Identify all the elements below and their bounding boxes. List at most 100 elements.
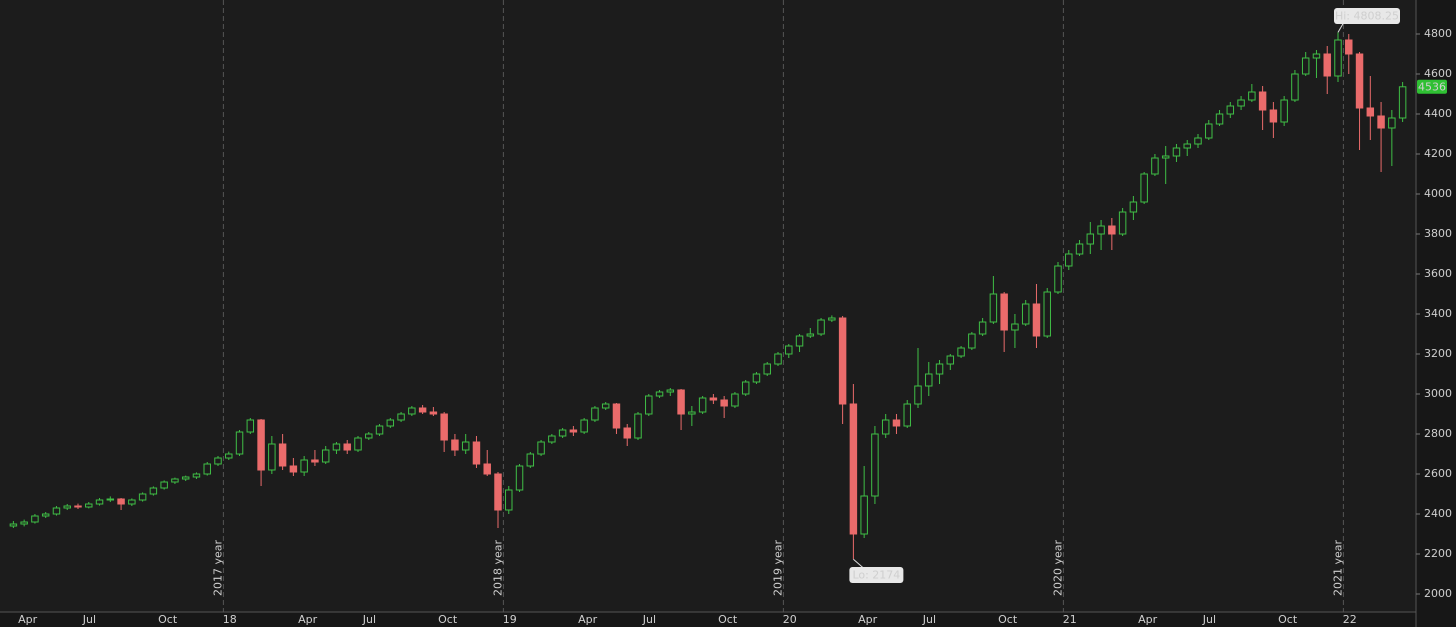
x-tick-label: 20 bbox=[783, 613, 797, 626]
candle bbox=[1215, 110, 1224, 126]
candle bbox=[871, 426, 879, 504]
x-tick-label: Oct bbox=[158, 613, 178, 626]
candle bbox=[214, 456, 222, 466]
candle-body bbox=[429, 411, 438, 415]
candle-body bbox=[655, 391, 664, 397]
y-tick-label: 2800 bbox=[1424, 427, 1452, 440]
candle-body bbox=[1151, 157, 1159, 175]
candle-body bbox=[1377, 115, 1385, 129]
y-tick-label: 2200 bbox=[1424, 547, 1452, 560]
candle bbox=[752, 372, 761, 384]
candle-body bbox=[580, 419, 588, 433]
candle-body bbox=[666, 389, 675, 393]
candle bbox=[914, 348, 922, 408]
candle bbox=[149, 486, 158, 496]
candle-body bbox=[289, 465, 298, 473]
candle-body bbox=[1097, 225, 1105, 235]
candle-body bbox=[128, 499, 136, 505]
candle bbox=[408, 406, 416, 416]
candle bbox=[278, 434, 287, 470]
candle-body bbox=[1183, 143, 1191, 149]
candle bbox=[375, 424, 384, 436]
candle-body bbox=[612, 403, 621, 429]
year-marker-label: 2021 year bbox=[1331, 539, 1344, 596]
candle-body bbox=[935, 363, 944, 375]
candle-body bbox=[978, 321, 987, 335]
candle-body bbox=[795, 335, 804, 347]
candle bbox=[1355, 52, 1364, 150]
candle-body bbox=[537, 441, 545, 455]
candle bbox=[881, 414, 890, 438]
candle bbox=[612, 403, 621, 434]
candle-body bbox=[246, 419, 255, 433]
candle-body bbox=[731, 393, 739, 407]
candle bbox=[537, 440, 545, 456]
x-tick-label: Jul bbox=[82, 613, 96, 626]
candle-body bbox=[1366, 107, 1375, 117]
candle-body bbox=[1226, 105, 1235, 115]
candle-body bbox=[1323, 53, 1331, 77]
candle bbox=[935, 360, 944, 384]
candle-body bbox=[171, 478, 179, 483]
candle bbox=[1043, 288, 1051, 338]
candle bbox=[1237, 96, 1245, 110]
candle-body bbox=[1334, 39, 1342, 77]
candle bbox=[1183, 140, 1191, 156]
candle-body bbox=[181, 476, 190, 480]
candle-body bbox=[838, 317, 847, 405]
candle-body bbox=[483, 463, 491, 475]
candle bbox=[795, 334, 804, 352]
candle bbox=[300, 456, 308, 476]
y-tick-label: 2400 bbox=[1424, 507, 1452, 520]
low-label: Lo: 2174 bbox=[852, 569, 900, 582]
candle-body bbox=[1021, 303, 1030, 325]
candle bbox=[591, 406, 599, 422]
candle-body bbox=[601, 403, 610, 409]
candle bbox=[472, 436, 481, 468]
high-badge bbox=[1334, 8, 1400, 24]
x-tick-label: Apr bbox=[1138, 613, 1158, 626]
candle-body bbox=[1140, 173, 1148, 203]
x-axis-background bbox=[0, 612, 1416, 627]
candle-body bbox=[1301, 57, 1310, 75]
candle bbox=[1194, 134, 1202, 148]
candle-body bbox=[52, 507, 61, 515]
candle-body bbox=[946, 355, 955, 365]
candle bbox=[203, 462, 211, 476]
x-tick-label: Oct bbox=[1278, 613, 1298, 626]
candle bbox=[257, 419, 265, 486]
candle-body bbox=[203, 463, 211, 475]
y-tick-label: 3800 bbox=[1424, 227, 1452, 240]
candle bbox=[483, 450, 491, 476]
candle bbox=[192, 472, 201, 479]
candle bbox=[1301, 52, 1310, 76]
candle-body bbox=[20, 521, 28, 525]
y-tick-label: 4400 bbox=[1424, 107, 1452, 120]
candle-body bbox=[74, 505, 82, 508]
candle bbox=[418, 405, 427, 414]
candle bbox=[1129, 196, 1138, 220]
candle-body bbox=[892, 419, 901, 427]
x-tick-label: Oct bbox=[998, 613, 1018, 626]
candle bbox=[634, 412, 642, 440]
candle bbox=[720, 396, 728, 418]
candle bbox=[505, 486, 513, 514]
candle-body bbox=[41, 513, 50, 517]
candle bbox=[1086, 222, 1095, 254]
candle bbox=[106, 496, 115, 502]
high-label: Hi: 4808.25 bbox=[1335, 10, 1399, 23]
candle-body bbox=[494, 473, 502, 511]
candle-body bbox=[1075, 243, 1084, 255]
candle bbox=[1345, 34, 1353, 74]
candle bbox=[569, 426, 578, 436]
candle-body bbox=[1086, 233, 1095, 245]
candle-body bbox=[968, 333, 976, 349]
candle bbox=[1021, 300, 1030, 326]
candle bbox=[268, 436, 276, 474]
candle bbox=[41, 512, 50, 518]
candle-body bbox=[1312, 53, 1321, 59]
candle-body bbox=[235, 431, 244, 455]
candle-body bbox=[645, 395, 653, 415]
candle-body bbox=[623, 427, 631, 439]
x-tick-label: Jul bbox=[642, 613, 656, 626]
